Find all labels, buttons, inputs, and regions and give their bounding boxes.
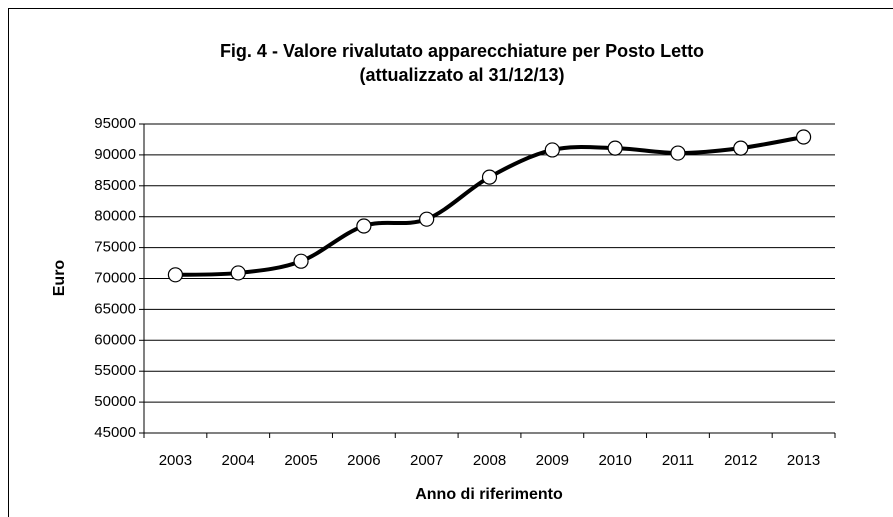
marker — [293, 253, 309, 269]
y-tick-label: 65000 — [94, 300, 136, 317]
x-tick-label: 2004 — [222, 452, 255, 469]
chart-subtitle: (attualizzato al 31/12/13) — [359, 65, 564, 85]
marker — [733, 140, 749, 156]
marker — [356, 218, 372, 234]
y-tick-label: 95000 — [94, 115, 136, 132]
marker — [481, 169, 498, 185]
x-tick-label: 2009 — [536, 452, 569, 469]
x-tick-label: 2006 — [347, 452, 380, 469]
x-tick-label: 2012 — [724, 452, 757, 469]
y-tick-label: 70000 — [94, 269, 136, 286]
x-tick-label: 2013 — [787, 452, 820, 469]
marker — [670, 145, 686, 161]
y-tick-label: 85000 — [94, 177, 136, 194]
x-tick-label: 2010 — [598, 452, 631, 469]
chart-frame — [8, 8, 893, 517]
marker — [544, 142, 560, 158]
x-tick-label: 2005 — [284, 452, 317, 469]
y-tick-label: 80000 — [94, 208, 136, 225]
y-tick-label: 55000 — [94, 362, 136, 379]
marker — [167, 267, 184, 283]
x-axis-label: Anno di riferimento — [415, 486, 563, 503]
y-tick-label: 75000 — [94, 239, 136, 256]
y-tick-label: 50000 — [94, 393, 136, 410]
x-tick-label: 2011 — [662, 452, 694, 469]
marker — [419, 211, 435, 227]
y-tick-label: 90000 — [94, 146, 136, 163]
marker — [795, 129, 812, 145]
y-tick-label: 45000 — [94, 424, 136, 441]
y-tick-label: 60000 — [94, 331, 136, 348]
chart-title: Fig. 4 - Valore rivalutato apparecchiatu… — [220, 41, 704, 61]
x-tick-label: 2007 — [410, 452, 443, 469]
marker — [607, 140, 623, 156]
y-axis-label: Euro — [51, 260, 68, 297]
x-tick-label: 2003 — [159, 452, 192, 469]
x-tick-label: 2008 — [473, 452, 506, 469]
marker — [230, 265, 246, 281]
